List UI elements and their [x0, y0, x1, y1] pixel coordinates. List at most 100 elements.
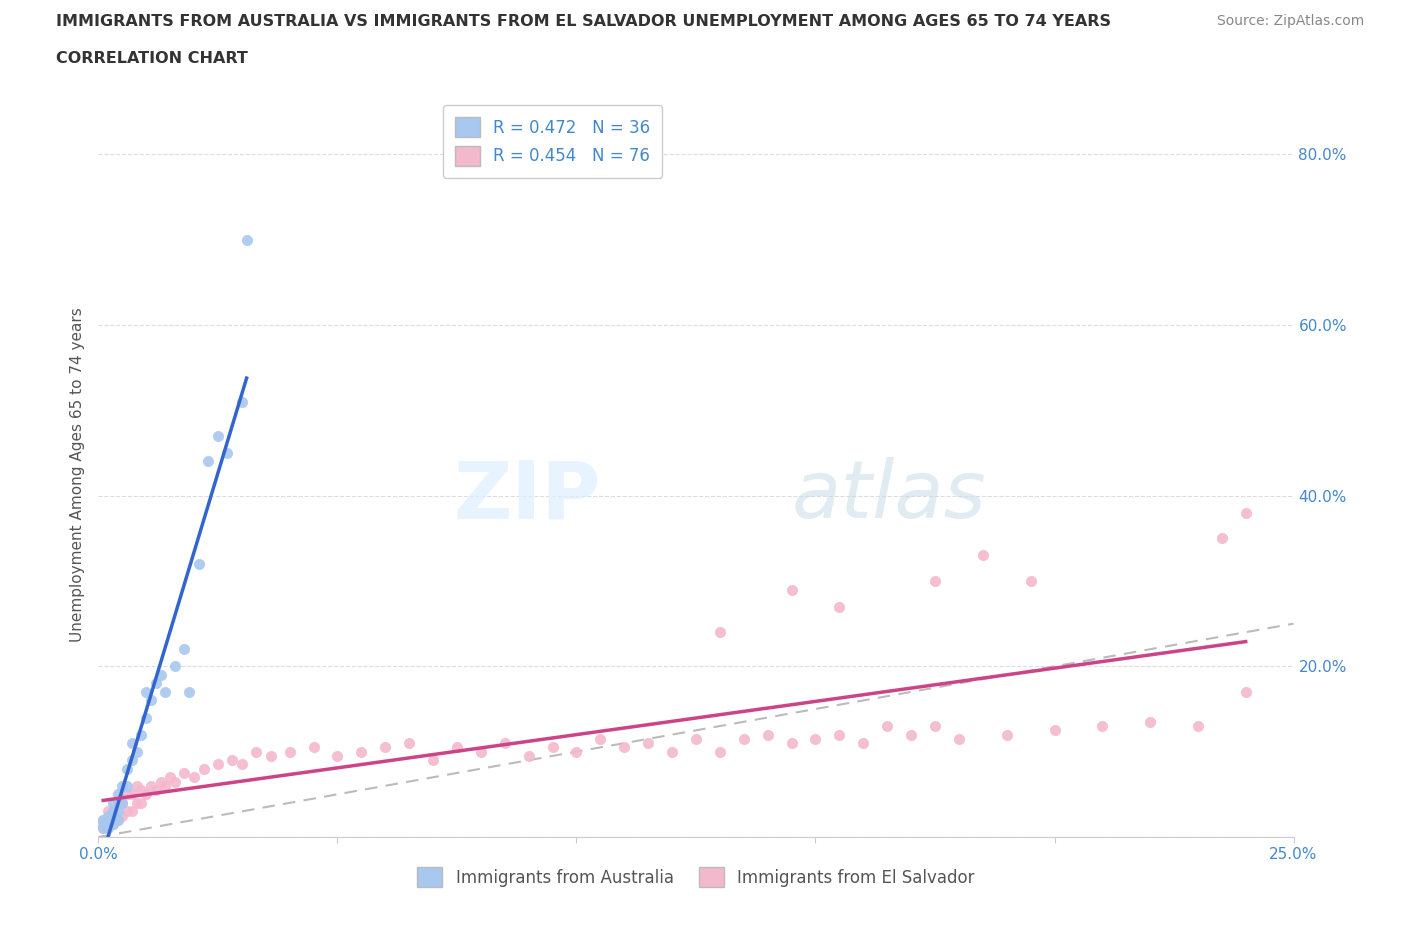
Point: [780, 736, 803, 751]
Point: [121, 804, 143, 818]
Point: [756, 727, 779, 742]
Point: [125, 795, 148, 810]
Point: [91, 817, 114, 831]
Point: [131, 783, 153, 798]
Text: CORRELATION CHART: CORRELATION CHART: [56, 51, 247, 66]
Point: [924, 719, 946, 734]
Point: [852, 736, 875, 751]
Point: [661, 744, 683, 759]
Point: [207, 429, 229, 444]
Point: [115, 762, 138, 777]
Point: [135, 787, 157, 802]
Point: [179, 684, 201, 699]
Point: [125, 778, 148, 793]
Point: [149, 774, 172, 789]
Point: [107, 804, 129, 818]
Point: [135, 711, 157, 725]
Point: [101, 817, 124, 831]
Point: [1091, 719, 1114, 734]
Point: [173, 765, 195, 780]
Point: [91, 813, 114, 828]
Point: [613, 740, 636, 755]
Point: [565, 744, 588, 759]
Point: [685, 731, 707, 746]
Point: [111, 795, 134, 810]
Point: [107, 813, 129, 828]
Point: [398, 736, 420, 751]
Point: [1211, 531, 1233, 546]
Point: [125, 744, 148, 759]
Point: [115, 778, 138, 793]
Point: [107, 787, 129, 802]
Point: [155, 684, 177, 699]
Point: [139, 778, 162, 793]
Point: [470, 744, 492, 759]
Point: [924, 574, 946, 589]
Point: [163, 774, 186, 789]
Text: IMMIGRANTS FROM AUSTRALIA VS IMMIGRANTS FROM EL SALVADOR UNEMPLOYMENT AMONG AGES: IMMIGRANTS FROM AUSTRALIA VS IMMIGRANTS …: [56, 14, 1111, 29]
Point: [163, 658, 186, 673]
Point: [374, 740, 396, 755]
Point: [101, 795, 124, 810]
Point: [709, 625, 731, 640]
Point: [876, 719, 898, 734]
Legend: Immigrants from Australia, Immigrants from El Salvador: Immigrants from Australia, Immigrants fr…: [411, 860, 981, 894]
Point: [589, 731, 612, 746]
Point: [231, 394, 253, 409]
Point: [97, 813, 120, 828]
Point: [101, 804, 124, 818]
Point: [97, 808, 120, 823]
Point: [517, 749, 540, 764]
Point: [149, 668, 172, 683]
Point: [97, 804, 120, 818]
Point: [350, 744, 373, 759]
Point: [97, 813, 120, 828]
Point: [326, 749, 349, 764]
Point: [121, 787, 143, 802]
Point: [948, 731, 970, 746]
Point: [145, 676, 167, 691]
Point: [131, 795, 153, 810]
Point: [1019, 574, 1042, 589]
Point: [637, 736, 659, 751]
Point: [1234, 684, 1257, 699]
Point: [97, 821, 120, 836]
Point: [193, 762, 215, 777]
Point: [131, 727, 153, 742]
Point: [111, 778, 134, 793]
Point: [107, 813, 129, 828]
Point: [107, 795, 129, 810]
Point: [159, 770, 181, 785]
Point: [145, 783, 167, 798]
Point: [900, 727, 922, 742]
Point: [1187, 719, 1209, 734]
Point: [173, 642, 195, 657]
Point: [101, 813, 124, 828]
Point: [183, 770, 205, 785]
Point: [278, 744, 301, 759]
Point: [1234, 505, 1257, 520]
Point: [494, 736, 516, 751]
Point: [187, 556, 209, 571]
Y-axis label: Unemployment Among Ages 65 to 74 years: Unemployment Among Ages 65 to 74 years: [69, 307, 84, 642]
Point: [780, 582, 803, 597]
Point: [101, 804, 124, 818]
Point: [111, 795, 134, 810]
Point: [135, 684, 157, 699]
Point: [733, 731, 755, 746]
Point: [115, 804, 138, 818]
Text: Source: ZipAtlas.com: Source: ZipAtlas.com: [1216, 14, 1364, 28]
Point: [101, 817, 124, 831]
Point: [121, 736, 143, 751]
Point: [972, 548, 994, 563]
Point: [828, 599, 851, 614]
Point: [446, 740, 468, 755]
Point: [91, 821, 114, 836]
Point: [1139, 714, 1161, 729]
Point: [91, 813, 114, 828]
Point: [221, 752, 243, 767]
Point: [422, 752, 444, 767]
Point: [217, 445, 239, 460]
Point: [709, 744, 731, 759]
Point: [259, 749, 281, 764]
